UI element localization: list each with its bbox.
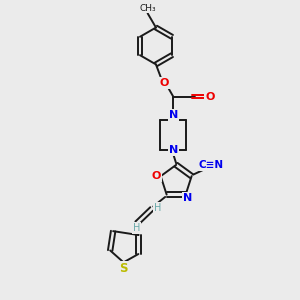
Text: O: O	[206, 92, 215, 101]
Text: S: S	[119, 262, 128, 275]
Text: H: H	[154, 203, 161, 213]
Text: N: N	[169, 110, 178, 120]
Text: N: N	[169, 145, 178, 155]
Text: N: N	[182, 193, 192, 203]
Text: H: H	[133, 223, 140, 233]
Text: O: O	[152, 171, 161, 181]
Text: CH₃: CH₃	[139, 4, 156, 13]
Text: O: O	[160, 78, 169, 88]
Text: C≡N: C≡N	[198, 160, 223, 170]
